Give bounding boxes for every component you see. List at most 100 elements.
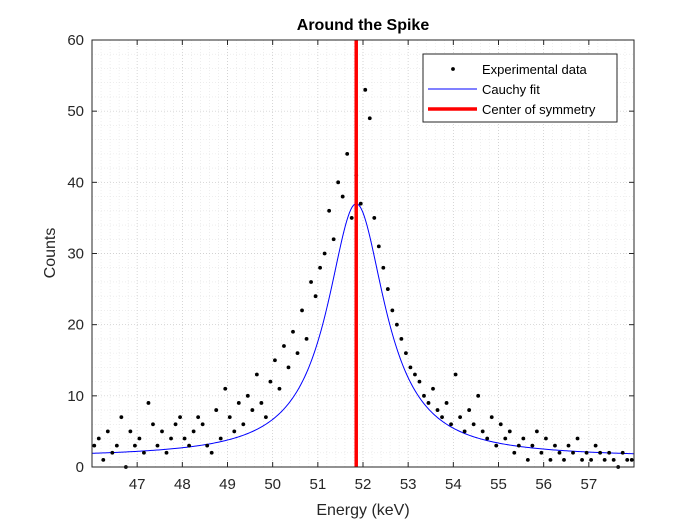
data-point (485, 436, 490, 441)
data-point (462, 429, 467, 434)
data-point (178, 415, 182, 420)
data-point (372, 216, 377, 220)
data-point (530, 443, 535, 448)
data-point (548, 457, 553, 462)
data-point (521, 436, 526, 441)
data-point (277, 386, 282, 391)
x-tick-label: 47 (129, 476, 146, 493)
points-layer (92, 87, 634, 469)
data-point (282, 344, 286, 348)
data-point (241, 422, 246, 427)
data-point (101, 457, 106, 462)
data-point (580, 457, 584, 462)
x-tick-label: 48 (174, 476, 191, 493)
data-point (629, 457, 634, 462)
data-point (381, 265, 386, 270)
x-tick-labels: 47 48 49 50 51 52 53 54 55 56 57 (129, 476, 597, 493)
data-point (291, 329, 295, 334)
data-point (236, 401, 241, 405)
data-point (449, 422, 453, 427)
data-point (313, 294, 318, 299)
data-point (516, 443, 521, 448)
y-tick-label: 30 (67, 246, 84, 263)
data-point (200, 422, 205, 427)
data-point (422, 393, 426, 398)
data-point (435, 408, 440, 412)
data-point (309, 280, 313, 284)
data-point (611, 457, 616, 462)
data-point (268, 379, 273, 384)
legend-marker-experimental-data (451, 67, 455, 71)
data-point (318, 265, 322, 270)
x-tick-label: 56 (535, 476, 552, 493)
data-point (182, 436, 187, 441)
data-point (205, 443, 210, 448)
data-point (254, 372, 259, 377)
data-point (349, 216, 354, 220)
data-point (602, 457, 607, 462)
legend-label-experimental-data: Experimental data (482, 62, 588, 77)
data-point (96, 436, 101, 441)
data-point (589, 457, 593, 462)
data-point (295, 351, 300, 356)
data-point (553, 443, 557, 448)
grid-major (92, 39, 634, 468)
y-tick-label: 20 (67, 317, 84, 334)
data-point (286, 365, 291, 370)
data-point (512, 450, 517, 455)
x-tick-label: 55 (490, 476, 507, 493)
data-point (155, 443, 160, 448)
data-point (169, 436, 173, 441)
data-point (498, 422, 503, 427)
data-point (173, 422, 178, 427)
data-point (263, 415, 268, 420)
x-tick-label: 51 (309, 476, 326, 493)
data-point (557, 450, 562, 455)
data-point (133, 443, 137, 448)
y-axis-label: Counts (42, 228, 59, 279)
data-point (620, 450, 625, 455)
data-point (340, 194, 345, 199)
data-point (218, 436, 223, 441)
data-point (300, 308, 304, 313)
data-point (119, 415, 124, 420)
data-point (544, 436, 548, 441)
data-point (358, 201, 363, 206)
data-point (625, 457, 630, 462)
data-point (584, 450, 589, 455)
data-point (575, 436, 580, 441)
x-tick-label: 52 (355, 476, 372, 493)
data-point (345, 151, 350, 156)
legend-label-cauchy-fit: Cauchy fit (482, 82, 540, 97)
data-point (227, 415, 232, 420)
x-tick-label: 54 (445, 476, 462, 493)
x-tick-label: 53 (400, 476, 417, 493)
data-point (245, 393, 250, 398)
data-point (593, 443, 598, 448)
x-tick-label: 57 (580, 476, 597, 493)
data-point (539, 450, 544, 455)
data-point (331, 237, 336, 242)
data-point (92, 443, 97, 448)
data-point (571, 450, 575, 455)
data-point (214, 408, 219, 412)
data-point (440, 415, 444, 420)
y-tick-label: 50 (67, 103, 84, 120)
data-point (322, 251, 327, 256)
data-point (426, 401, 431, 405)
data-point (562, 457, 566, 462)
data-point (327, 208, 332, 213)
data-point (607, 450, 612, 455)
data-point (534, 429, 539, 434)
y-tick-label: 0 (76, 459, 84, 476)
data-point (471, 422, 476, 427)
data-point (525, 457, 530, 462)
data-point (363, 87, 368, 92)
data-point (566, 443, 571, 448)
data-point (160, 429, 164, 434)
y-tick-label: 60 (67, 32, 84, 49)
y-tick-label: 10 (67, 388, 84, 405)
data-point (142, 450, 146, 455)
data-point (146, 401, 151, 405)
